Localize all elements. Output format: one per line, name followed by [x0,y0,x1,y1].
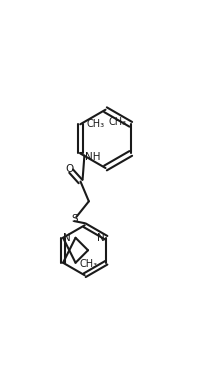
Text: N: N [63,233,71,243]
Text: O: O [65,164,73,174]
Text: CH₃: CH₃ [108,117,127,127]
Text: N: N [97,233,105,243]
Text: CH₃: CH₃ [87,119,105,129]
Text: S: S [71,214,78,224]
Text: NH: NH [85,152,101,162]
Text: CH₃: CH₃ [80,259,98,269]
